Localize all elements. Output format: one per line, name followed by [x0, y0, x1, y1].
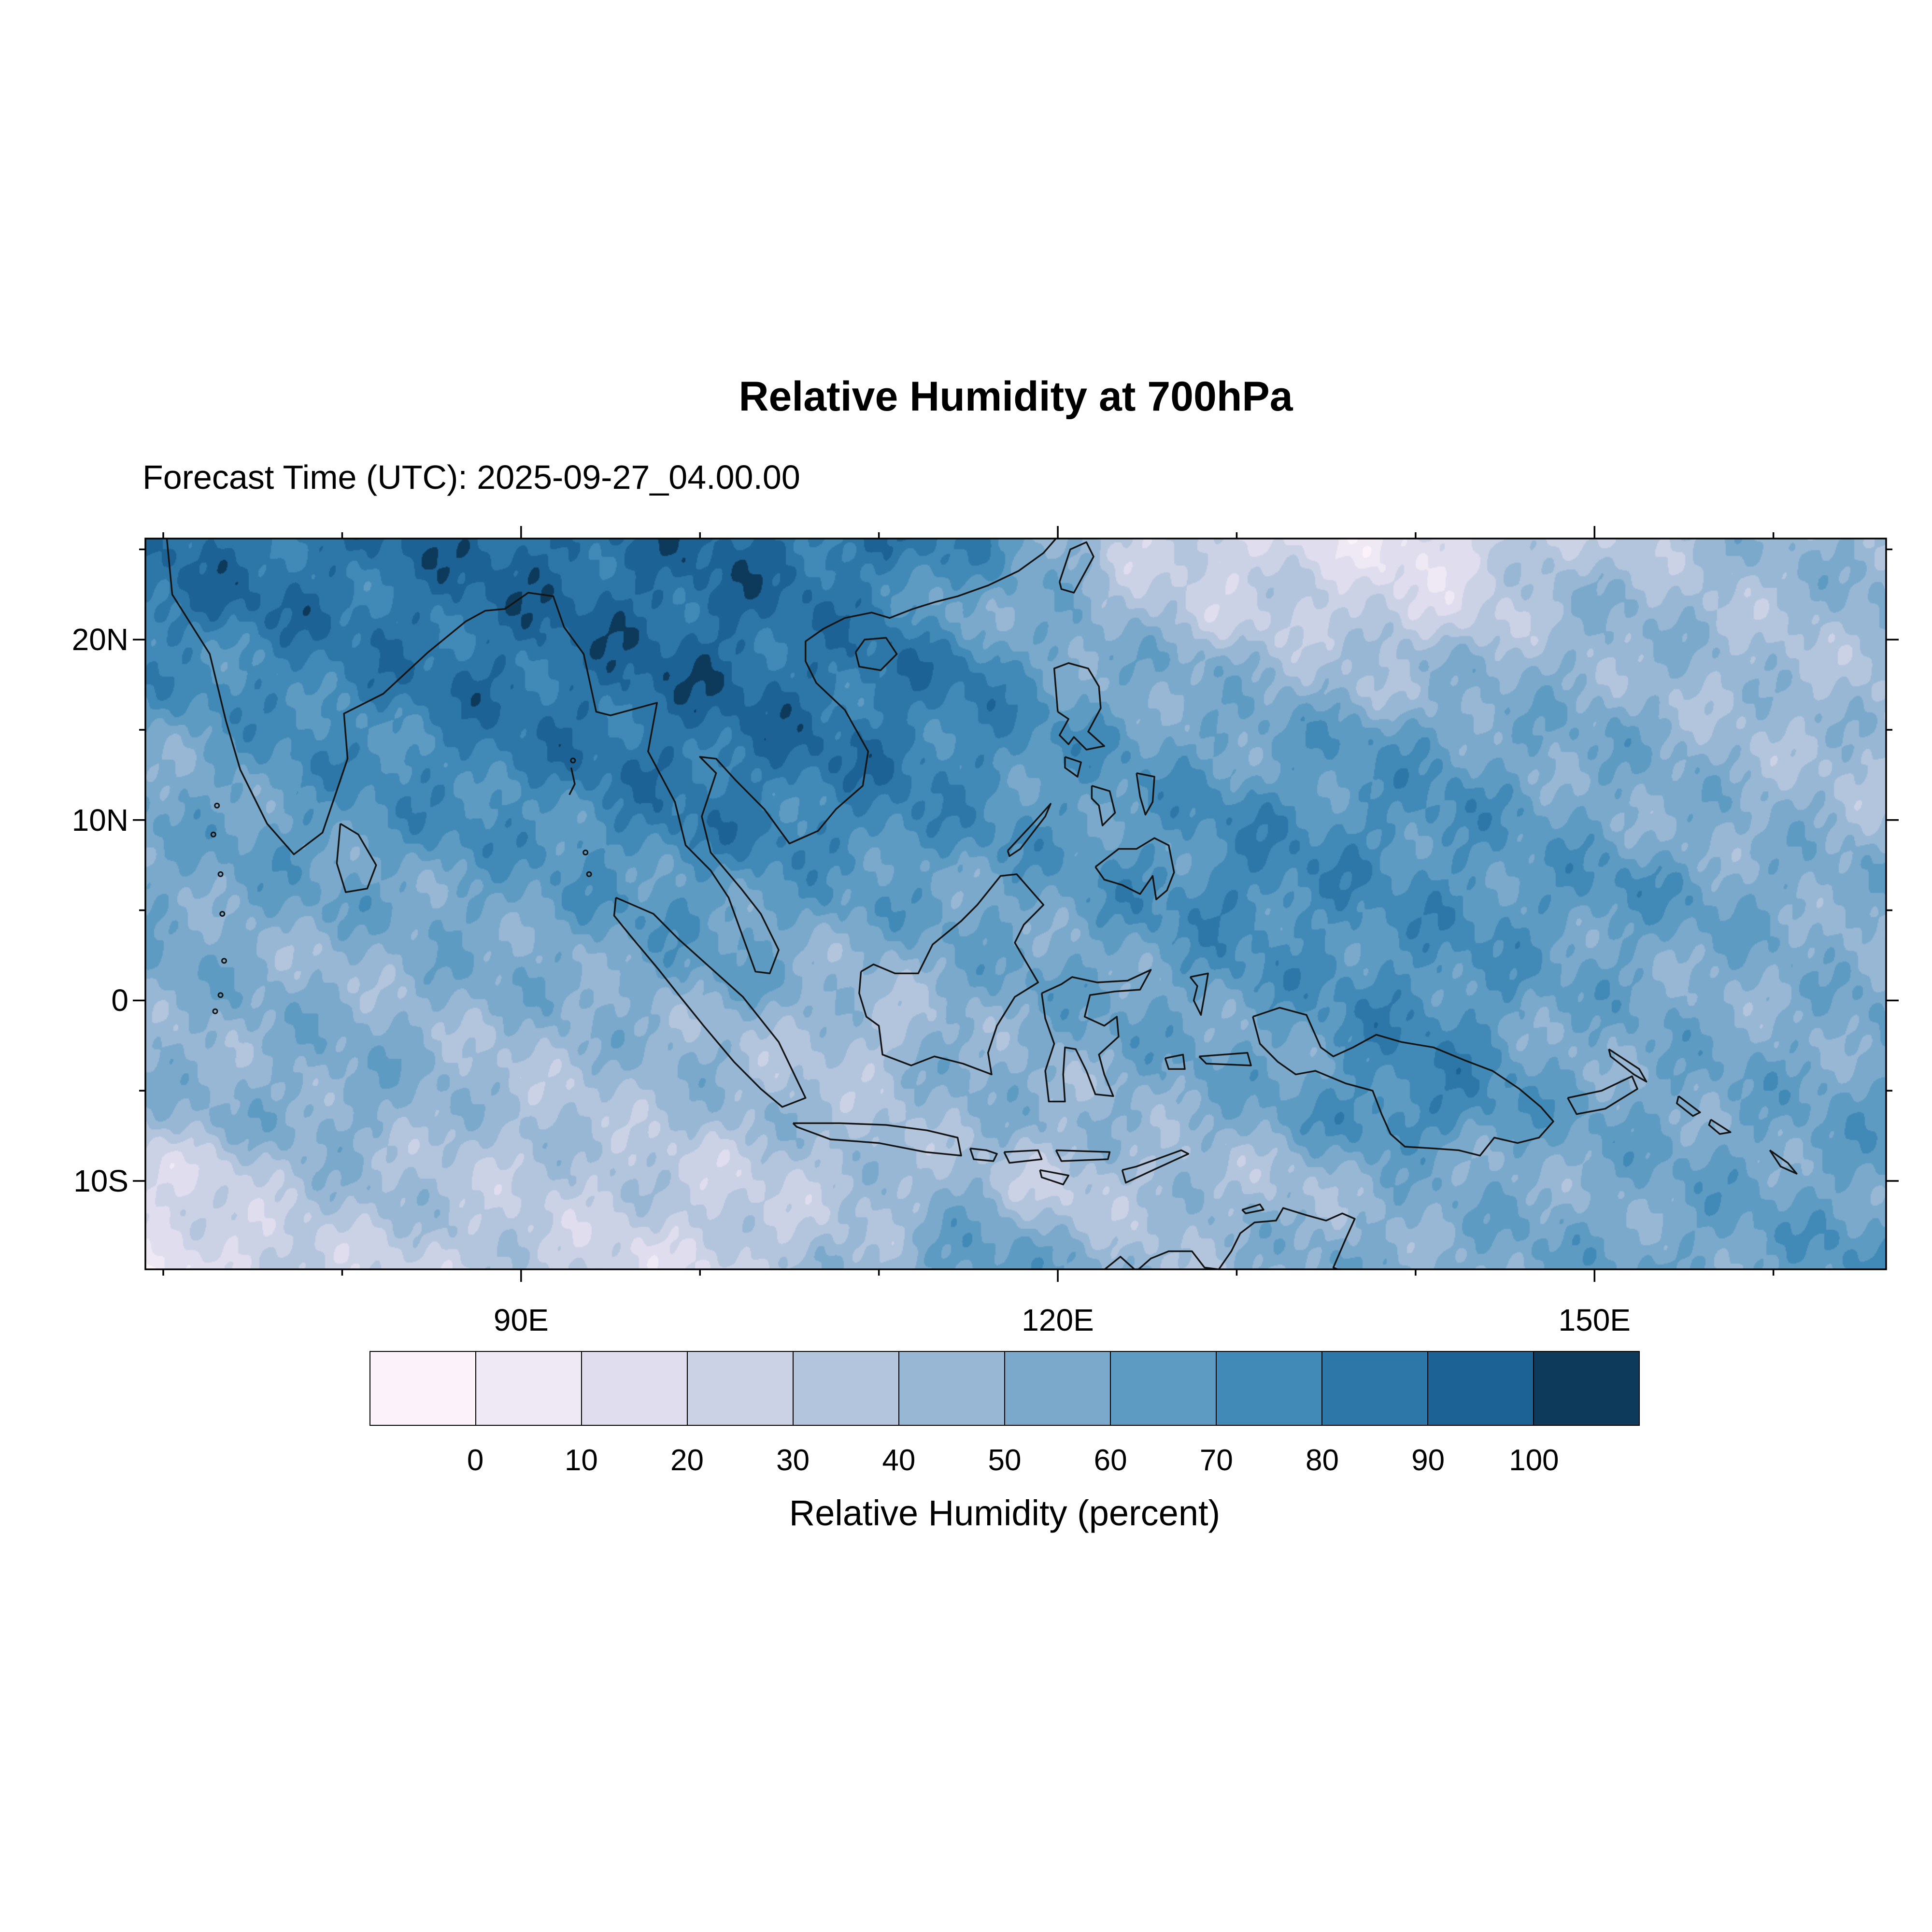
y-axis-tick-label: 0: [111, 983, 128, 1018]
colorbar-box: [475, 1351, 582, 1426]
colorbar-title: Relative Humidity (percent): [789, 1493, 1221, 1533]
colorbar-tick-label: 0: [467, 1444, 484, 1477]
colorbar-tick-label: 50: [988, 1444, 1022, 1477]
colorbar-tick-label: 10: [564, 1444, 598, 1477]
coastlines: [166, 539, 1798, 1269]
colorbar-box: [1004, 1351, 1111, 1426]
x-axis-tick-label: 90E: [493, 1303, 549, 1337]
map-overlay-svg: [133, 526, 1899, 1282]
colorbar: [369, 1351, 1640, 1426]
y-axis-tick-label: 20N: [71, 622, 128, 657]
colorbar-box: [369, 1351, 476, 1426]
humidity-field-canvas: [145, 539, 1886, 1269]
page-title: Relative Humidity at 700hPa: [739, 373, 1293, 420]
colorbar-box: [687, 1351, 794, 1426]
colorbar-tick-label: 80: [1306, 1444, 1339, 1477]
colorbar-box: [1110, 1351, 1217, 1426]
forecast-time-subtitle: Forecast Time (UTC): 2025-09-27_04.00.00: [142, 458, 800, 496]
y-axis-tick-label: 10S: [73, 1163, 128, 1198]
colorbar-box: [1216, 1351, 1322, 1426]
colorbar-box: [1321, 1351, 1428, 1426]
colorbar-tick-label: 60: [1094, 1444, 1127, 1477]
colorbar-tick-label: 40: [882, 1444, 916, 1477]
colorbar-tick-label: 30: [776, 1444, 810, 1477]
y-axis-tick-label: 10N: [71, 802, 128, 838]
colorbar-tick-label: 70: [1199, 1444, 1233, 1477]
colorbar-tick-label: 100: [1509, 1444, 1559, 1477]
x-axis-tick-label: 120E: [1022, 1303, 1094, 1337]
plot-frame: [144, 538, 1887, 1270]
colorbar-box: [1427, 1351, 1534, 1426]
colorbar-tick-label: 20: [670, 1444, 704, 1477]
colorbar-box: [1533, 1351, 1640, 1426]
colorbar-box: [581, 1351, 688, 1426]
colorbar-box: [898, 1351, 1005, 1426]
x-axis-tick-label: 150E: [1558, 1303, 1631, 1337]
colorbar-tick-label: 90: [1411, 1444, 1445, 1477]
colorbar-box: [793, 1351, 899, 1426]
